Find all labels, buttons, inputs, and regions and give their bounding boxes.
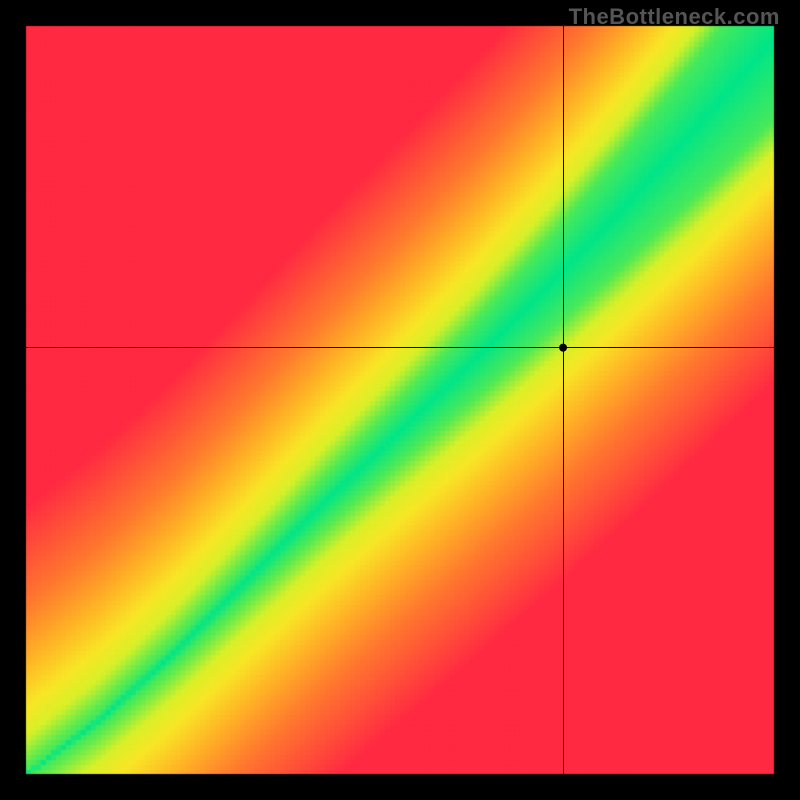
chart-container: TheBottleneck.com bbox=[0, 0, 800, 800]
watermark-text: TheBottleneck.com bbox=[569, 4, 780, 30]
crosshair-marker bbox=[0, 0, 800, 800]
